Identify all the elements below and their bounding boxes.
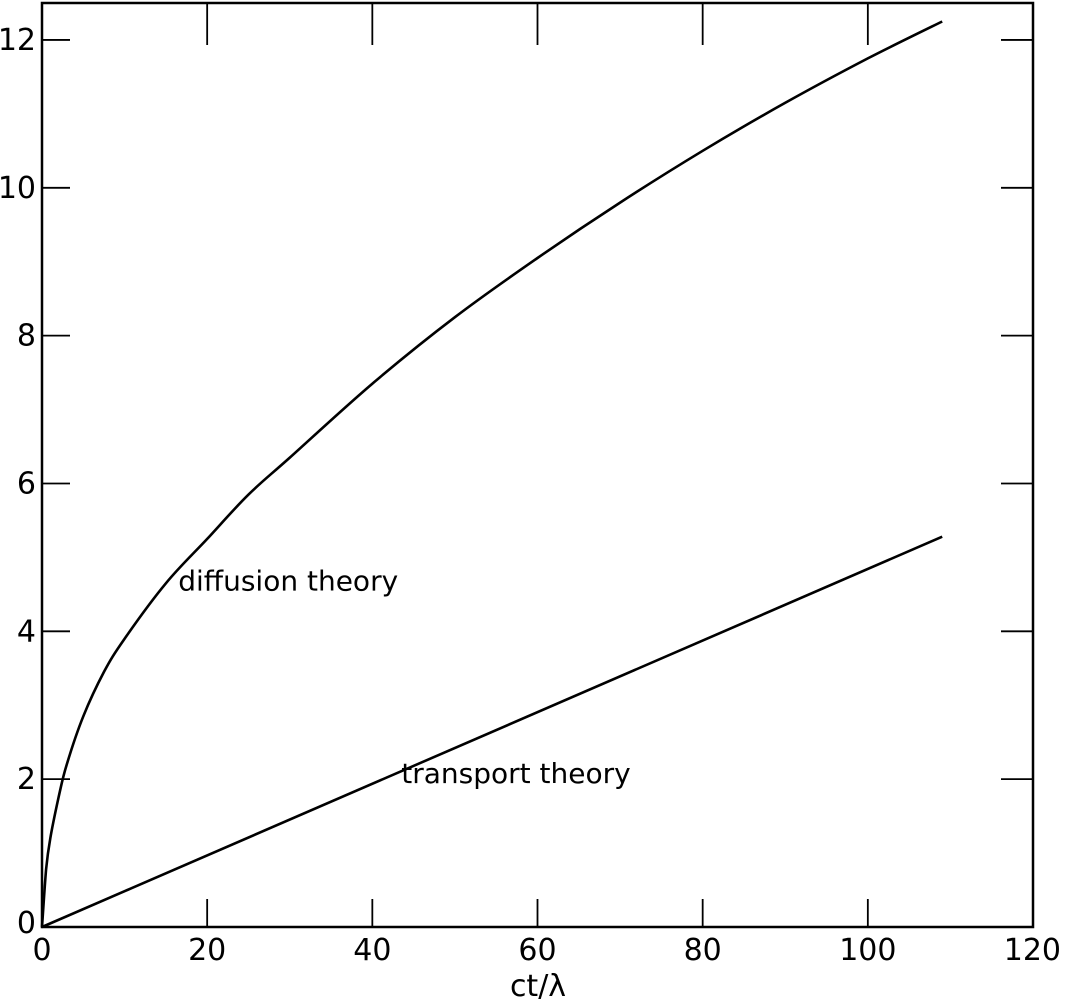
x-tick-label: 120 (1004, 933, 1061, 968)
y-tick-label: 2 (17, 762, 36, 797)
diffusion-theory-curve (40, 20, 943, 928)
transport-theory-line (41, 535, 943, 929)
annotations: diffusion theory transport theory (178, 565, 630, 790)
x-tick-label: 20 (188, 933, 226, 968)
x-axis-title: ct/λ (510, 969, 566, 1002)
x-tick-label: 80 (684, 933, 722, 968)
y-tick-label: 10 (0, 171, 36, 206)
x-tick-label: 40 (353, 933, 391, 968)
x-tick-label: 0 (32, 933, 51, 968)
transport-theory-label: transport theory (401, 757, 630, 790)
curves (40, 20, 943, 929)
y-tick-label: 8 (17, 319, 36, 354)
ticks (42, 3, 1033, 927)
diffusion-theory-label: diffusion theory (178, 565, 398, 598)
x-tick-label: 100 (839, 933, 896, 968)
y-tick-label: 0 (17, 906, 36, 941)
y-tick-label: 12 (0, 23, 36, 58)
y-tick-label: 4 (17, 614, 36, 649)
x-tick-label: 60 (518, 933, 556, 968)
y-tick-label: 6 (17, 466, 36, 501)
tick-labels: 0 20 40 60 80 100 120 0 2 4 6 8 10 12 (0, 23, 1061, 968)
